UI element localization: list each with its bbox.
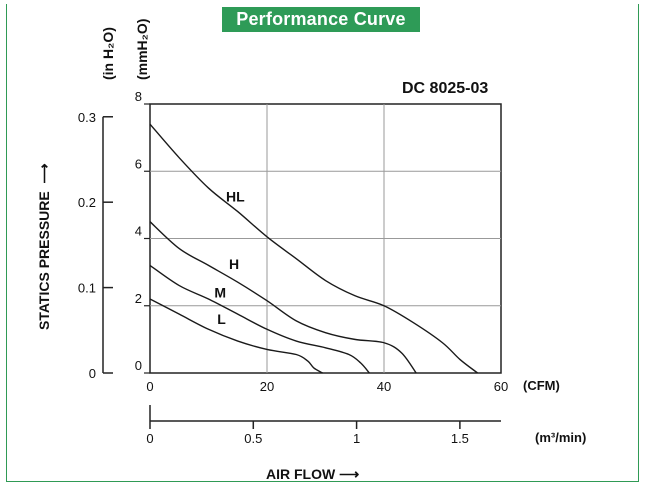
x-tick-label: 40 — [377, 379, 391, 394]
y-tick-label: 6 — [135, 156, 142, 171]
series-label-hl: HL — [226, 189, 245, 205]
series-line-l — [149, 298, 323, 374]
chart-banner-title: Performance Curve — [222, 7, 420, 32]
series-line-h — [149, 221, 417, 374]
inh2o-tick-label: 0 — [89, 366, 96, 381]
y-tick-label: 8 — [135, 89, 142, 104]
model-label: DC 8025-03 — [402, 80, 489, 97]
inh2o-tick-label: 0.2 — [78, 195, 96, 210]
m3min-tick-label: 1.5 — [451, 431, 469, 446]
series-line-m — [149, 264, 370, 374]
y-tick-label: 2 — [135, 291, 142, 306]
series-label-m: M — [214, 284, 226, 300]
x-axis-title-text: AIR FLOW — [266, 466, 336, 482]
inh2o-tick-label: 0.1 — [78, 281, 96, 296]
m3min-tick-label: 1 — [353, 431, 360, 446]
chart-frame — [6, 4, 639, 482]
y-tick-label: 0 — [135, 358, 142, 373]
series-label-l: L — [217, 311, 226, 327]
series-label-h: H — [229, 256, 239, 272]
x-tick-label: 20 — [260, 379, 274, 394]
x-unit-cfm: (CFM) — [523, 378, 560, 393]
m3min-tick-label: 0 — [146, 431, 153, 446]
m3min-tick-label: 0.5 — [244, 431, 262, 446]
x-tick-label: 0 — [146, 379, 153, 394]
x-axis-title: AIR FLOW ⟶ — [266, 466, 359, 483]
inh2o-tick-label: 0.3 — [78, 110, 96, 125]
x-unit-m3min: (m³/min) — [535, 430, 587, 445]
x-axis-arrow-icon: ⟶ — [339, 466, 360, 482]
series-line-hl — [149, 123, 479, 374]
x-tick-label: 60 — [494, 379, 508, 394]
y-tick-label: 4 — [135, 224, 142, 239]
